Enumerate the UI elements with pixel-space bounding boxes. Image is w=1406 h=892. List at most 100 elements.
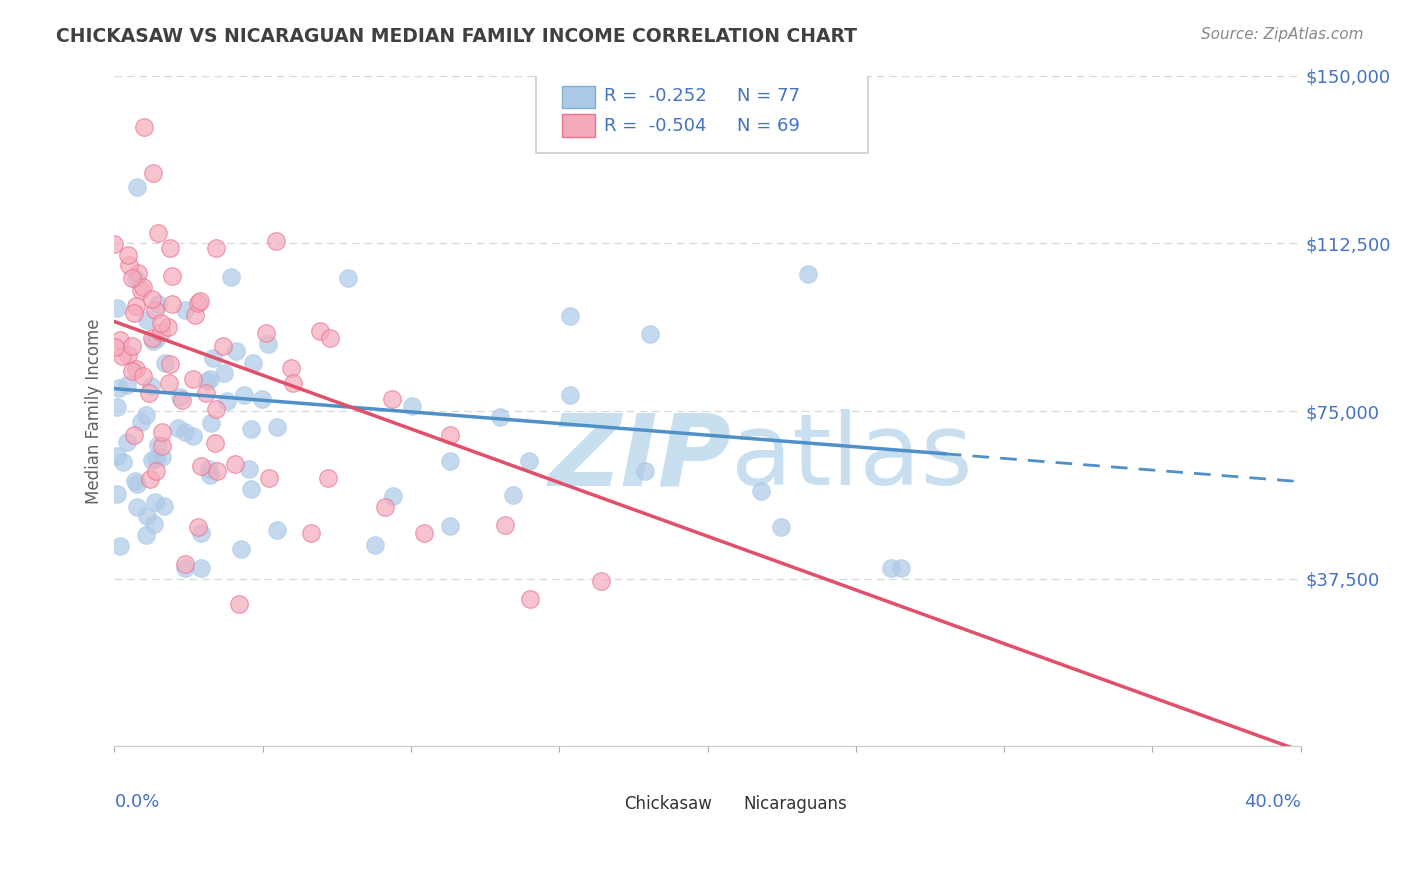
Point <box>591 574 613 588</box>
Point <box>111 455 134 469</box>
Point <box>105 401 128 415</box>
Point <box>250 392 273 407</box>
Point <box>489 410 512 425</box>
Point <box>145 464 167 478</box>
Point <box>160 268 183 283</box>
FancyBboxPatch shape <box>561 114 595 136</box>
Text: Source: ZipAtlas.com: Source: ZipAtlas.com <box>1201 27 1364 42</box>
Point <box>105 301 128 315</box>
Text: Chickasaw: Chickasaw <box>624 795 713 814</box>
Point <box>105 487 128 501</box>
Point <box>115 434 138 449</box>
Point <box>264 234 287 248</box>
Point <box>152 499 174 513</box>
Point <box>184 308 207 322</box>
Point <box>204 402 226 417</box>
Point <box>558 388 581 402</box>
Point <box>156 319 179 334</box>
Point <box>122 428 145 442</box>
Point <box>121 364 143 378</box>
Point <box>224 457 246 471</box>
Point <box>141 292 163 306</box>
Point <box>138 385 160 400</box>
Text: R =  -0.252: R = -0.252 <box>605 87 707 105</box>
Point <box>280 360 302 375</box>
Point <box>228 597 250 611</box>
Point <box>231 541 253 556</box>
Point <box>299 526 322 541</box>
Point <box>195 385 218 400</box>
Point <box>170 393 193 408</box>
Text: 40.0%: 40.0% <box>1244 794 1301 812</box>
Point <box>749 483 772 498</box>
Point <box>439 428 461 442</box>
Point <box>127 266 149 280</box>
Point <box>219 269 242 284</box>
Point <box>880 560 903 574</box>
Point <box>201 351 224 365</box>
Point <box>242 356 264 370</box>
Point <box>364 538 387 552</box>
FancyBboxPatch shape <box>536 72 868 153</box>
Point <box>381 489 404 503</box>
Point <box>257 336 280 351</box>
Point <box>108 539 131 553</box>
Point <box>117 348 139 362</box>
Point <box>142 166 165 180</box>
Text: CHICKASAW VS NICARAGUAN MEDIAN FAMILY INCOME CORRELATION CHART: CHICKASAW VS NICARAGUAN MEDIAN FAMILY IN… <box>56 27 858 45</box>
Point <box>240 422 263 436</box>
Point <box>125 180 148 194</box>
Point <box>225 344 247 359</box>
Point <box>190 526 212 541</box>
Point <box>167 421 190 435</box>
Point <box>145 333 167 347</box>
FancyBboxPatch shape <box>589 795 619 814</box>
Point <box>187 296 209 310</box>
Point <box>266 523 288 537</box>
Point <box>560 309 582 323</box>
FancyBboxPatch shape <box>561 86 595 108</box>
Point <box>266 420 288 434</box>
Point <box>890 560 912 574</box>
Point <box>796 267 818 281</box>
Point <box>204 436 226 450</box>
Point <box>181 429 204 443</box>
Point <box>381 392 404 407</box>
Point <box>157 376 180 391</box>
Point <box>439 454 461 468</box>
Point <box>141 379 163 393</box>
Point <box>105 449 128 463</box>
Text: N = 77: N = 77 <box>737 87 800 105</box>
Point <box>108 381 131 395</box>
Point <box>212 339 235 353</box>
Point <box>135 528 157 542</box>
Text: 0.0%: 0.0% <box>114 794 160 812</box>
Point <box>336 270 359 285</box>
Text: N = 69: N = 69 <box>737 117 800 135</box>
Point <box>232 388 254 402</box>
Point <box>110 333 132 347</box>
Point <box>502 488 524 502</box>
Point <box>174 303 197 318</box>
Point <box>190 458 212 473</box>
Point <box>319 331 342 345</box>
Point <box>124 474 146 488</box>
Point <box>188 293 211 308</box>
Point <box>142 334 165 349</box>
Text: ZIP: ZIP <box>548 409 731 507</box>
Point <box>401 399 423 413</box>
FancyBboxPatch shape <box>707 795 737 814</box>
Point <box>141 452 163 467</box>
Point <box>205 464 228 478</box>
Point <box>152 440 174 454</box>
Point <box>283 376 305 391</box>
Point <box>115 377 138 392</box>
Point <box>148 226 170 240</box>
Point <box>132 369 155 384</box>
Point <box>174 560 197 574</box>
Point <box>770 520 793 534</box>
Point <box>238 461 260 475</box>
Point <box>198 372 221 386</box>
Point <box>159 357 181 371</box>
Point <box>204 241 226 255</box>
